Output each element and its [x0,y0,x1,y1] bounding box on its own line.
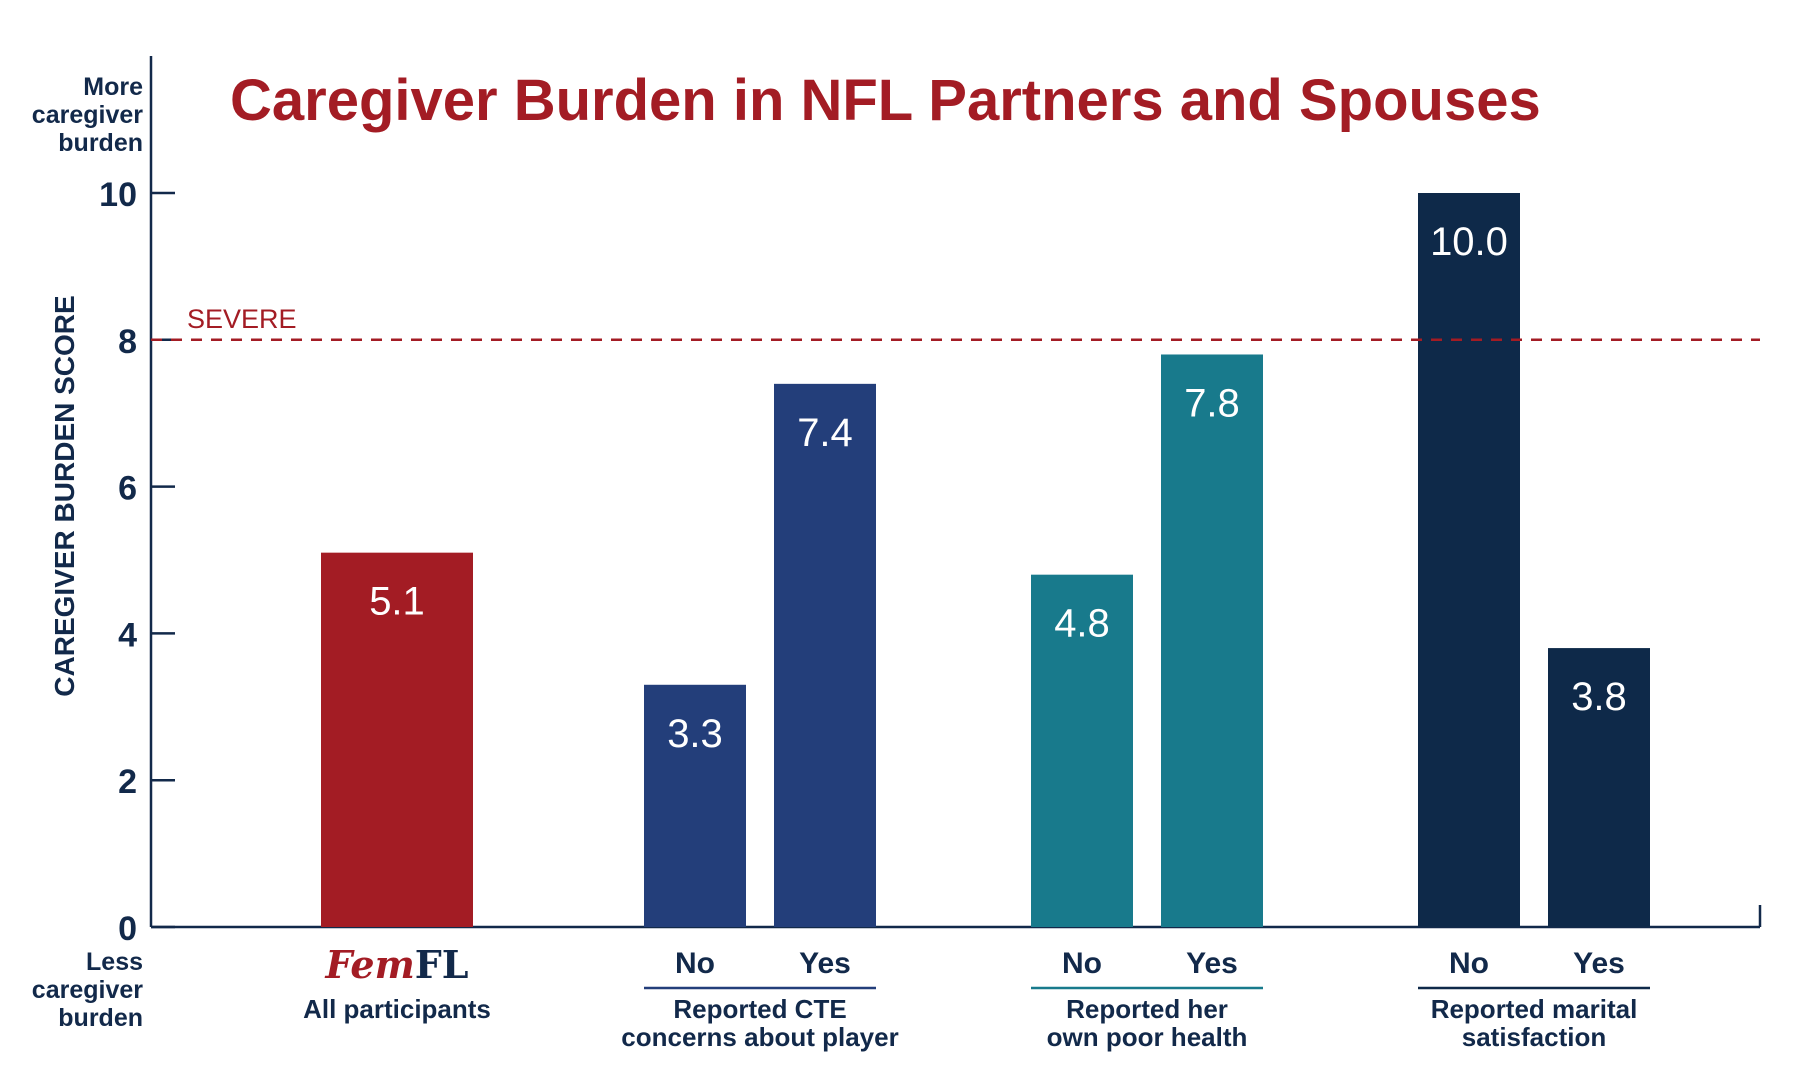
y-tick-label: 10 [99,176,137,214]
bar-value-label: 3.3 [667,712,723,756]
bar-value-label: 7.8 [1184,381,1240,425]
group-label-line: satisfaction [1462,1022,1607,1052]
chart-title: Caregiver Burden in NFL Partners and Spo… [230,68,1541,133]
bar-value-label: 7.4 [797,411,853,455]
bar-value-label: 3.8 [1571,675,1627,719]
bar [1031,574,1133,927]
bar-value-label: 4.8 [1054,602,1110,646]
bar-value-label: 10.0 [1430,220,1508,264]
group-label-line: All participants [303,994,491,1024]
y-tick-label: 2 [118,763,137,801]
x-axis-labels: FemFL All participants No Yes Reported CTEco… [303,942,1650,1052]
x-category-label: No [1062,947,1102,980]
bar-value-label: 5.1 [369,580,425,624]
severe-label: SEVERE [187,304,297,334]
femfl-logo: FemFL [325,942,469,987]
burden-note-line: Less [86,948,143,976]
y-tick-label: 0 [118,910,137,948]
burden-note-line: burden [58,129,143,157]
group-label-line: Reported CTE [673,994,846,1024]
y-ticks: 0 2 4 6 8 10 [99,176,175,948]
x-category-label: Yes [1573,947,1625,980]
y-axis-label-text: CAREGIVER BURDEN SCORE [49,295,80,696]
severe-reference: SEVERE [151,304,1760,342]
group-label-line: own poor health [1047,1022,1248,1052]
bars: 5.1 3.3 7.4 4.8 7.8 10.0 3.8 [321,193,1650,928]
x-category-label: Yes [799,947,851,980]
bar [321,552,473,927]
logo-fem: Fem [325,942,415,987]
group-label-line: concerns about player [621,1022,898,1052]
bar [1161,354,1263,928]
burden-note-line: caregiver [32,101,143,129]
group-label-line: Reported marital [1431,994,1638,1024]
group-label-line: Reported her [1066,994,1228,1024]
x-category-label: No [675,947,715,980]
y-axis-label: CAREGIVER BURDEN SCORE [49,295,80,696]
burden-note-line: burden [58,1004,143,1032]
y-tick-label: 4 [118,616,137,654]
bar [1418,193,1520,927]
x-category-label: No [1449,947,1489,980]
bar [644,684,746,927]
y-tick-label: 6 [118,470,137,508]
burden-note-line: caregiver [32,976,143,1004]
logo-fl: FL [415,942,469,987]
burden-note-line: More [83,73,143,101]
y-tick-label: 8 [118,323,137,361]
bar [774,383,876,928]
bar [1548,648,1650,927]
x-category-label: Yes [1186,947,1238,980]
